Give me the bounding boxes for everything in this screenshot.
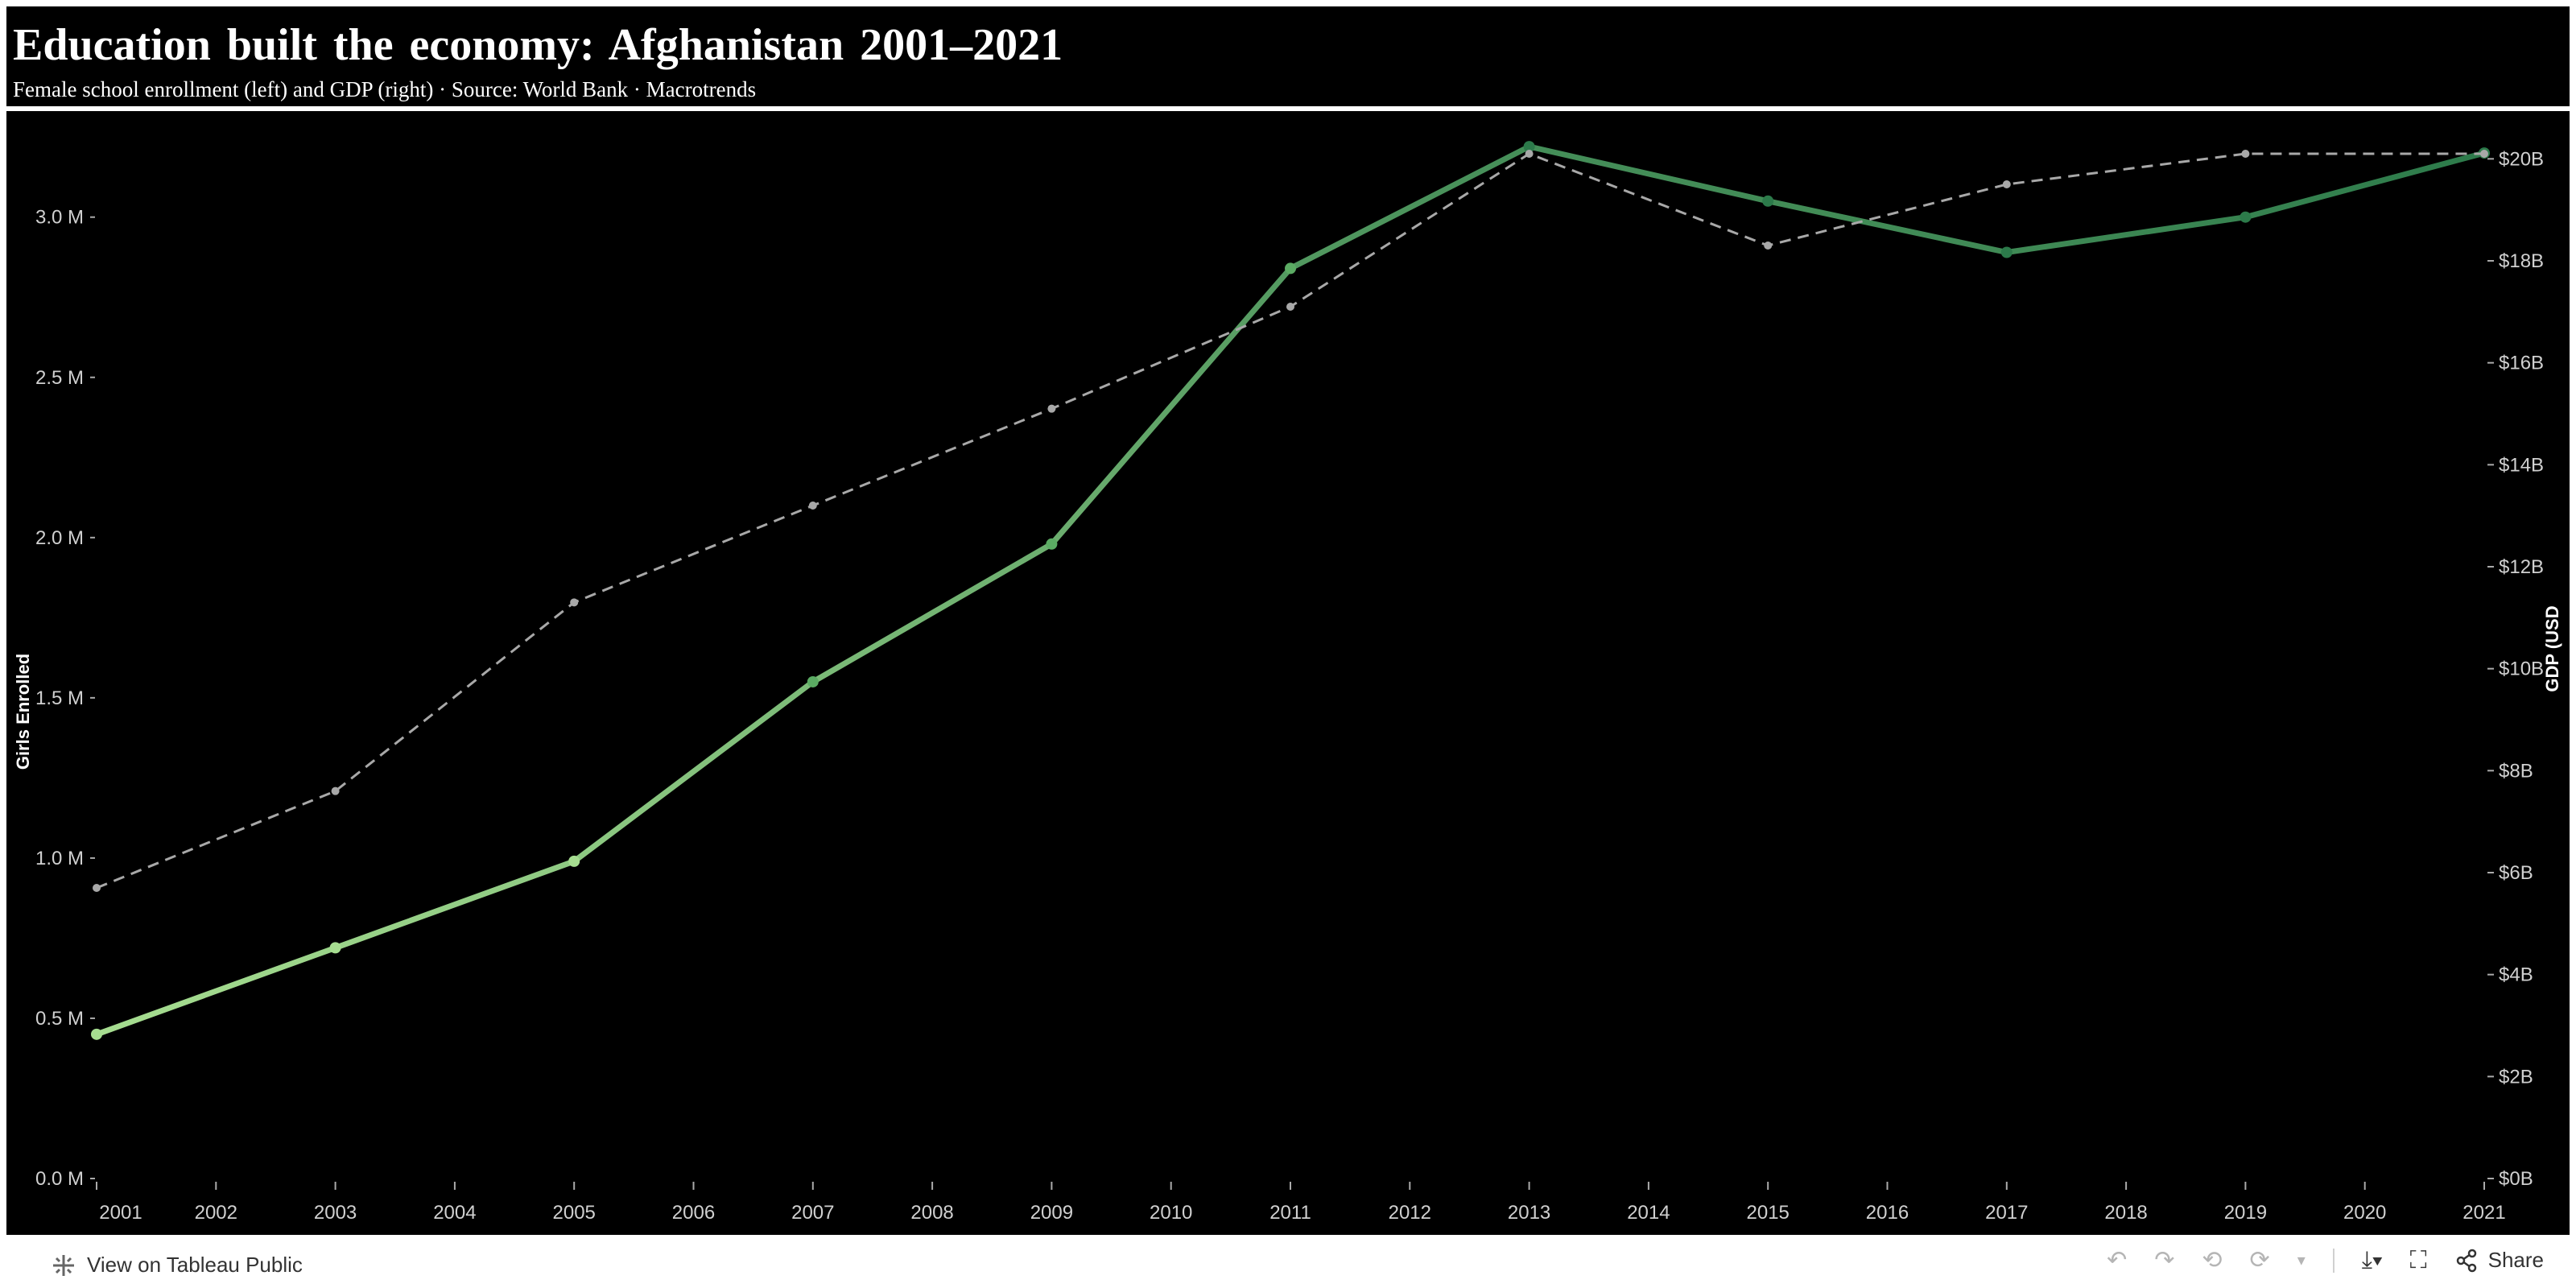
chart-subtitle: Female school enrollment (left) and GDP … (13, 77, 757, 101)
x-tick-label: 2012 (1389, 1202, 1431, 1224)
x-tick-label: 2009 (1030, 1202, 1073, 1224)
girls-enrolled-point (2240, 211, 2252, 223)
girls-enrolled-line (95, 143, 2485, 1038)
y-right-tick-label: $8B (2499, 760, 2533, 782)
x-tick-label: 2011 (1269, 1202, 1311, 1224)
x-tick-label: 2001 (99, 1202, 142, 1224)
y-right-tick-label: $0B (2499, 1168, 2533, 1190)
girls-enrolled-point (568, 855, 580, 867)
y-left-tick-label: 3.0 M (35, 207, 84, 229)
x-tick-label: 2002 (195, 1202, 237, 1224)
y-right-tick-label: $2B (2499, 1066, 2533, 1088)
x-tick-label: 2021 (2462, 1202, 2505, 1224)
y-right-tick-label: $16B (2499, 353, 2544, 374)
y-left-tick-label: 0.5 M (35, 1008, 84, 1030)
x-tick-label: 2003 (314, 1202, 357, 1224)
gdp-point (2480, 150, 2488, 158)
view-on-tableau-label: View on Tableau Public (87, 1253, 303, 1277)
x-tick-label: 2019 (2224, 1202, 2267, 1224)
x-tick-label: 2015 (1747, 1202, 1790, 1224)
girls-enrolled-point (807, 675, 819, 687)
undo-icon[interactable]: ↶ (2107, 1247, 2128, 1274)
gdp-point (93, 884, 101, 892)
x-tick-label: 2020 (2343, 1202, 2386, 1224)
x-tick-label: 2016 (1866, 1202, 1909, 1224)
girls-enrolled-point (91, 1028, 102, 1040)
fullscreen-icon[interactable]: ⛶ (2409, 1246, 2427, 1274)
y-right-tick-label: $20B (2499, 148, 2544, 170)
share-icon (2456, 1249, 2476, 1272)
x-tick-label: 2013 (1508, 1202, 1550, 1224)
y-right-tick-label: $4B (2499, 964, 2533, 986)
gdp-point (2002, 180, 2011, 188)
girls-enrolled-point (1285, 262, 1296, 275)
x-tick-label: 2008 (910, 1202, 953, 1224)
toolbar-divider (2332, 1248, 2334, 1273)
girls-enrolled-point (329, 942, 341, 954)
x-tick-label: 2007 (791, 1202, 834, 1224)
share-button[interactable]: Share (2454, 1248, 2544, 1273)
tableau-logo-icon (53, 1254, 74, 1276)
x-tick-label: 2014 (1627, 1202, 1670, 1224)
y-right-tick-label: $14B (2499, 454, 2544, 476)
gdp-point (331, 786, 340, 795)
pause-dropdown-icon[interactable]: ▾ (2297, 1252, 2306, 1269)
gdp-point (808, 502, 817, 510)
y-left-tick-label: 2.5 M (35, 367, 84, 389)
y-right-axis-title: GDP (USD (2542, 605, 2562, 691)
refresh-icon[interactable]: ⟳ (2249, 1247, 2270, 1274)
share-label: Share (2487, 1248, 2544, 1272)
y-left-tick-label: 1.0 M (35, 848, 84, 869)
gdp-point (1286, 303, 1294, 311)
download-icon[interactable]: ⤓▾ (2361, 1246, 2383, 1274)
x-tick-label: 2005 (553, 1202, 596, 1224)
y-right-tick-label: $12B (2499, 556, 2544, 578)
y-left-tick-label: 1.5 M (35, 687, 84, 709)
x-tick-label: 2004 (433, 1202, 476, 1224)
girls-enrolled-point (2000, 246, 2013, 258)
chart-title: Education built the economy: Afghanistan… (13, 20, 1063, 70)
title-band: Education built the economy: Afghanistan… (6, 6, 2570, 106)
gdp-point (1764, 242, 1773, 250)
girls-enrolled-point (1762, 195, 1774, 207)
gdp-point (570, 598, 579, 607)
revert-icon[interactable]: ⟲ (2202, 1247, 2223, 1274)
gdp-point (2241, 150, 2250, 158)
y-right-tick-label: $6B (2499, 862, 2533, 884)
gdp-point (1047, 404, 1056, 413)
y-left-tick-label: 0.0 M (35, 1168, 84, 1190)
girls-enrolled-point (1046, 538, 1058, 550)
gdp-point (1525, 150, 1534, 158)
view-on-tableau-link[interactable]: View on Tableau Public (52, 1253, 303, 1278)
x-tick-label: 2018 (2104, 1202, 2147, 1224)
footer-toolbar: ↶ ↷ ⟲ ⟳ ▾ ⤓▾ ⛶ Share (2107, 1246, 2544, 1274)
dual-axis-line-chart[interactable]: 2001 2002 2003 2004 2005 2006 2007 2008 2009 2010… (6, 111, 2570, 1235)
y-left-tick-label: 2.0 M (35, 527, 84, 549)
y-right-tick-label: $10B (2499, 658, 2544, 680)
x-tick-label: 2010 (1150, 1202, 1192, 1224)
y-left-axis-title: Girls Enrolled (13, 654, 33, 770)
plot-area[interactable]: 2001 2002 2003 2004 2005 2006 2007 2008 2009 2010… (6, 111, 2570, 1235)
footer-bar: View on Tableau Public ↶ ↷ ⟲ ⟳ ▾ ⤓▾ ⛶ Sh… (0, 1238, 2576, 1288)
y-right-tick-label: $18B (2499, 250, 2544, 272)
x-tick-label: 2006 (672, 1202, 715, 1224)
redo-icon[interactable]: ↷ (2154, 1247, 2175, 1274)
girls-enrolled-point (1523, 141, 1535, 153)
x-tick-label: 2017 (1985, 1202, 2028, 1224)
